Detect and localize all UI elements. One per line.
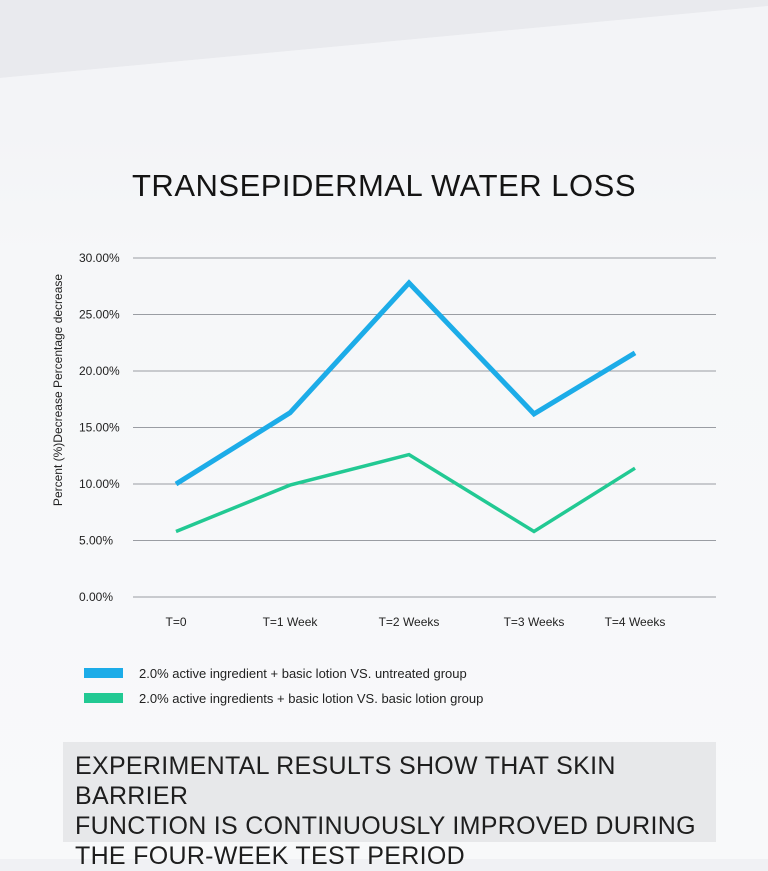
y-tick-label: 25.00%	[79, 308, 120, 322]
results-caption: EXPERIMENTAL RESULTS SHOW THAT SKIN BARR…	[75, 752, 696, 870]
chart-title: TRANSEPIDERMAL WATER LOSS	[132, 168, 636, 203]
series-line-1	[174, 279, 637, 487]
legend-label-1: 2.0% active ingredient + basic lotion VS…	[139, 665, 467, 681]
series-line-2	[175, 452, 636, 534]
results-caption-box: EXPERIMENTAL RESULTS SHOW THAT SKIN BARR…	[63, 742, 716, 870]
y-tick-label: 5.00%	[79, 534, 113, 548]
legend-swatch-1	[84, 668, 123, 678]
x-tick-label: T=4 Weeks	[605, 615, 666, 629]
y-tick-label: 15.00%	[79, 421, 120, 435]
y-tick-label: 0.00%	[79, 590, 113, 604]
y-tick-label: 10.00%	[79, 477, 120, 491]
y-tick-label: 30.00%	[79, 251, 120, 265]
line-chart: 0.00% 5.00% 10.00% 15.00% 20.00% 25.00% 30.00%…	[51, 251, 716, 629]
x-tick-label: T=1 Week	[263, 615, 319, 629]
x-tick-label: T=2 Weeks	[379, 615, 440, 629]
legend-item-1: 2.0% active ingredient + basic lotion VS…	[84, 663, 467, 683]
y-axis-label: Percent (%)Decrease Percentage decrease	[51, 274, 65, 506]
legend-item-2: 2.0% active ingredients + basic lotion V…	[84, 688, 483, 708]
legend-label-2: 2.0% active ingredients + basic lotion V…	[139, 690, 484, 706]
x-tick-label: T=0	[165, 615, 186, 629]
background-decoration	[0, 0, 768, 140]
x-tick-label: T=3 Weeks	[504, 615, 565, 629]
y-tick-label: 20.00%	[79, 364, 120, 378]
legend-swatch-2	[84, 693, 123, 703]
